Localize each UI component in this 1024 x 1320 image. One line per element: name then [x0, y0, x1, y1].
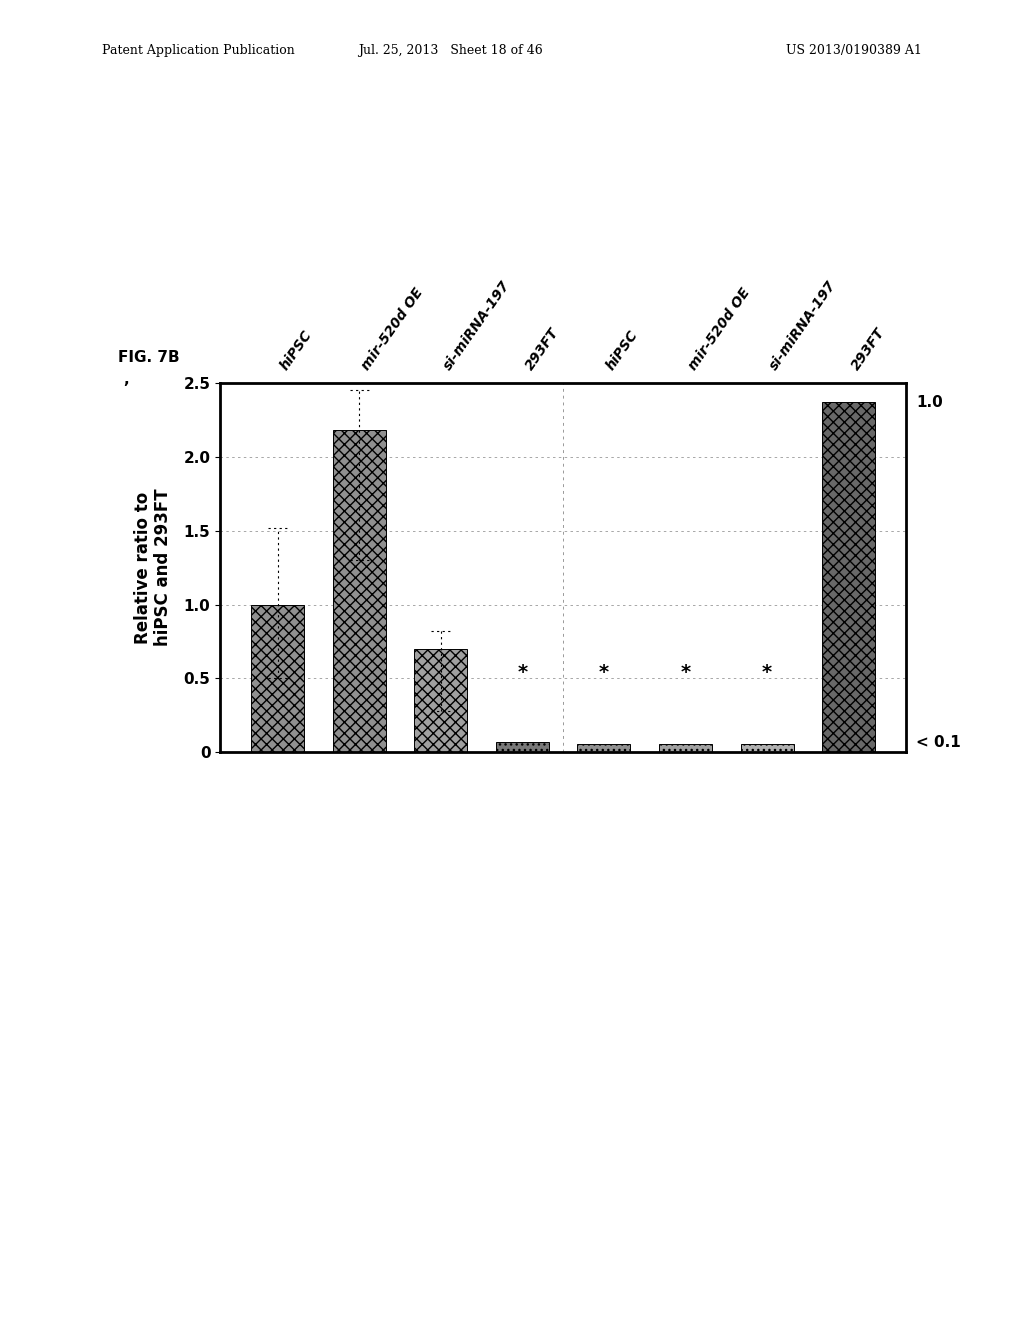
Text: US 2013/0190389 A1: US 2013/0190389 A1 [785, 44, 922, 57]
Bar [659, 743, 712, 752]
Bar [333, 430, 386, 752]
Bar [251, 605, 304, 752]
Text: *: * [680, 663, 690, 682]
Bar [415, 649, 467, 752]
Text: Patent Application Publication: Patent Application Publication [102, 44, 295, 57]
Text: *: * [599, 663, 609, 682]
Text: FIG. 7B: FIG. 7B [118, 350, 179, 364]
Bar [496, 742, 549, 752]
Text: *: * [762, 663, 772, 682]
Text: *: * [517, 663, 527, 682]
Y-axis label: Relative ratio to
hiPSC and 293FT: Relative ratio to hiPSC and 293FT [133, 488, 172, 647]
Bar [578, 743, 631, 752]
Text: < 0.1: < 0.1 [916, 734, 962, 750]
Text: Jul. 25, 2013   Sheet 18 of 46: Jul. 25, 2013 Sheet 18 of 46 [358, 44, 543, 57]
Bar [822, 403, 876, 752]
Text: 1.0: 1.0 [916, 395, 943, 409]
Text: ,: , [123, 372, 128, 387]
Bar [740, 743, 794, 752]
